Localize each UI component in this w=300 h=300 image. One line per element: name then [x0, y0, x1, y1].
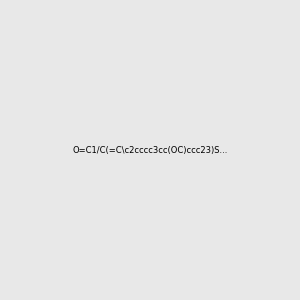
Text: O=C1/C(=C\c2cccc3cc(OC)ccc23)S...: O=C1/C(=C\c2cccc3cc(OC)ccc23)S... — [72, 146, 228, 154]
